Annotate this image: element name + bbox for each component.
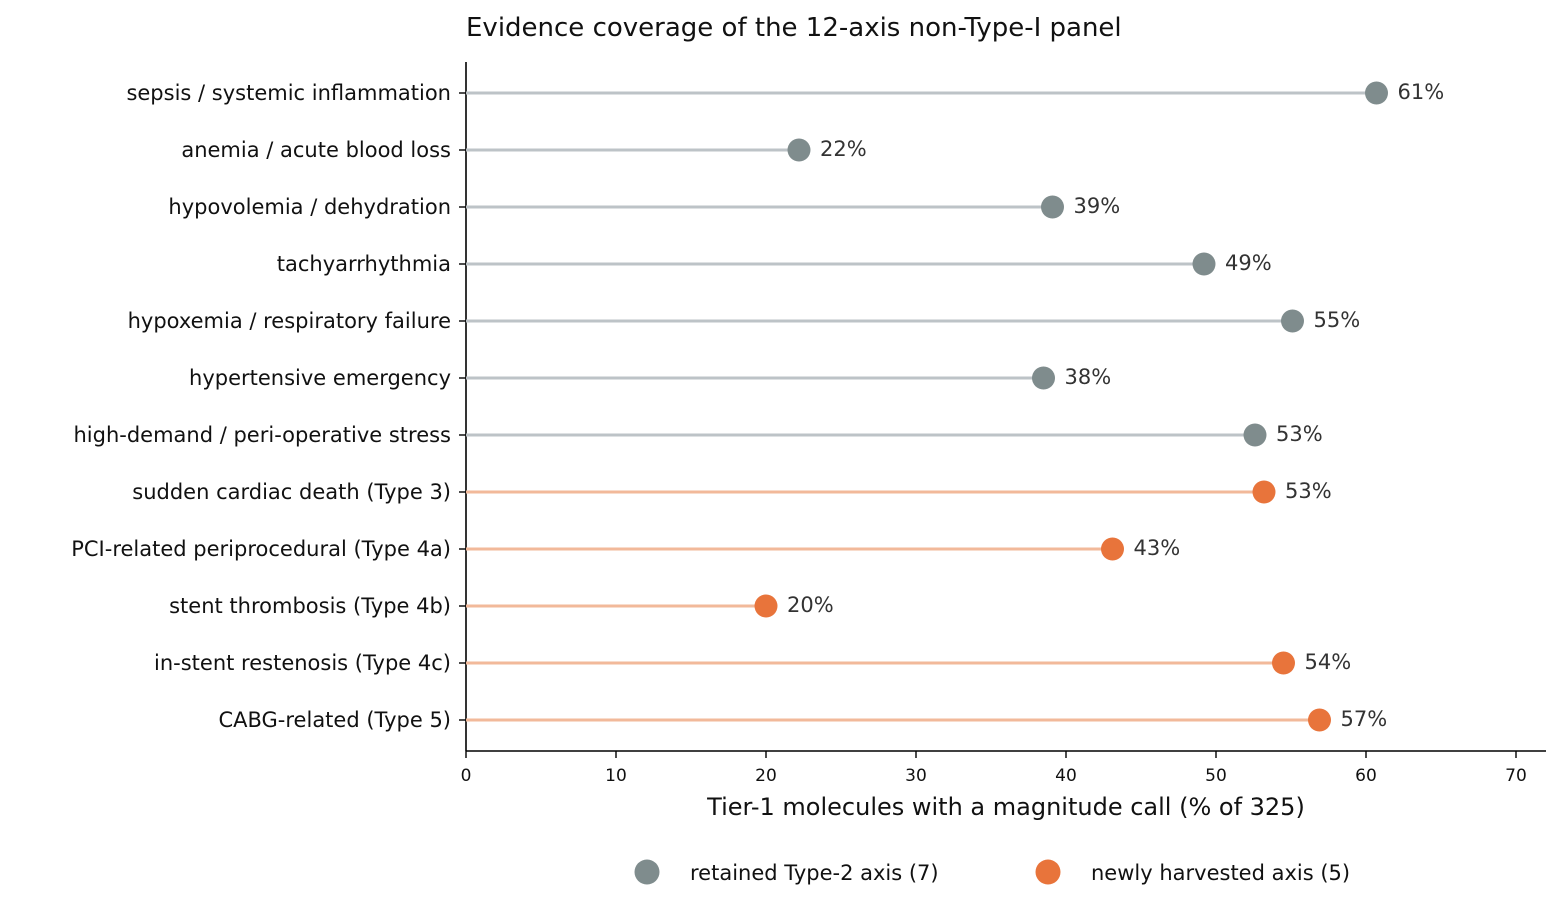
- x-tick-label: 0: [461, 766, 472, 786]
- x-tick-label: 60: [1355, 766, 1377, 786]
- category-label: stent thrombosis (Type 4b): [169, 594, 451, 618]
- x-tick-label: 70: [1505, 766, 1527, 786]
- value-label: 53%: [1276, 422, 1323, 446]
- x-tick-label: 30: [905, 766, 927, 786]
- value-label: 43%: [1134, 536, 1181, 560]
- category-label: hypovolemia / dehydration: [168, 195, 451, 219]
- value-label: 53%: [1285, 479, 1332, 503]
- category-label: anemia / acute blood loss: [181, 138, 451, 162]
- lollipop-point: [1032, 366, 1055, 390]
- category-label: CABG-related (Type 5): [218, 708, 451, 732]
- value-label: 61%: [1398, 80, 1445, 104]
- plot-area: 0 10 20 30 40 50 60 70 sepsis / systemic inflamm…: [71, 62, 1546, 786]
- lollipop-point: [1281, 309, 1304, 333]
- value-label: 22%: [820, 137, 867, 161]
- x-tick-label: 50: [1205, 766, 1227, 786]
- value-label: 55%: [1314, 308, 1361, 332]
- x-axis-label: Tier-1 molecules with a magnitude call (…: [706, 793, 1305, 821]
- lollipop-point: [754, 594, 778, 618]
- category-label: sudden cardiac death (Type 3): [132, 480, 451, 504]
- category-label: hypertensive emergency: [189, 366, 451, 390]
- legend-label: retained Type-2 axis (7): [690, 861, 939, 885]
- value-label: 38%: [1065, 365, 1112, 389]
- lollipop-point: [1272, 651, 1295, 675]
- category-label: tachyarrhythmia: [277, 252, 451, 276]
- lollipop-point: [1252, 480, 1276, 504]
- legend-marker: [1035, 859, 1061, 885]
- legend: retained Type-2 axis (7) newly harvested …: [634, 859, 1350, 885]
- value-label: 39%: [1074, 194, 1121, 218]
- category-label: sepsis / systemic inflammation: [126, 81, 451, 105]
- category-label: in-stent restenosis (Type 4c): [154, 651, 451, 675]
- category-label: PCI-related periprocedural (Type 4a): [71, 537, 451, 561]
- x-tick-label: 20: [755, 766, 777, 786]
- lollipop-point: [1101, 537, 1124, 561]
- value-label: 20%: [787, 593, 834, 617]
- x-tick-label: 40: [1055, 766, 1077, 786]
- value-label: 49%: [1225, 251, 1272, 275]
- legend-marker: [634, 859, 660, 885]
- chart-title: Evidence coverage of the 12-axis non-Typ…: [466, 13, 1122, 43]
- category-label: high-demand / peri-operative stress: [73, 423, 451, 447]
- lollipop-point: [1041, 195, 1064, 219]
- legend-label: newly harvested axis (5): [1091, 861, 1350, 885]
- value-label: 54%: [1305, 650, 1352, 674]
- lollipop-point: [1365, 81, 1388, 105]
- lollipop-point: [1192, 252, 1216, 276]
- lollipop-point: [1243, 423, 1267, 447]
- lollipop-point: [787, 138, 811, 162]
- lollipop-point: [1308, 708, 1331, 732]
- value-label: 57%: [1341, 707, 1388, 731]
- x-tick-label: 10: [605, 766, 627, 786]
- category-label: hypoxemia / respiratory failure: [128, 309, 451, 333]
